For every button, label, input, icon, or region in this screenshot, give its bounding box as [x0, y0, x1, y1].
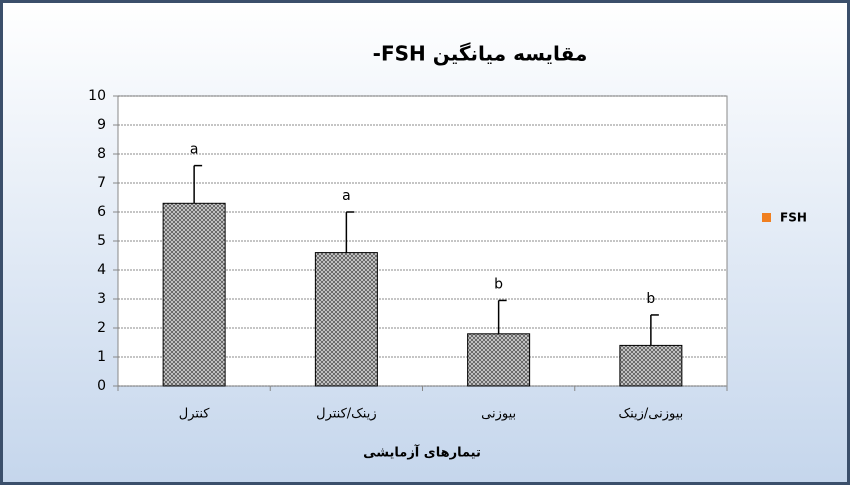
y-tick-label: 6: [97, 204, 106, 220]
y-tick-label: 5: [97, 233, 106, 249]
data-label: b: [494, 276, 503, 292]
y-tick-label: 4: [97, 262, 106, 278]
y-tick-label: 9: [97, 117, 106, 133]
y-tick-label: 1: [97, 349, 106, 365]
data-label: a: [190, 142, 199, 158]
bar: [314, 252, 378, 387]
x-tick-label: کنترل: [179, 407, 210, 422]
bar: [619, 344, 683, 387]
chart-title: مقایسه میانگین FSH-: [373, 42, 588, 66]
y-tick-label: 10: [88, 88, 106, 104]
legend-label: FSH: [780, 211, 807, 225]
data-label: b: [646, 291, 655, 307]
y-tick-label: 2: [97, 320, 106, 336]
bar: [162, 202, 226, 387]
bar: [467, 333, 531, 387]
y-tick-label: 3: [97, 291, 106, 307]
legend-marker: [762, 213, 771, 222]
x-axis-label: تیمارهای آزمایشی: [363, 444, 481, 461]
x-tick-label: زینک/کنترل: [316, 407, 377, 422]
x-tick-label: بیوزنی/زینک: [618, 407, 683, 422]
y-tick-label: 0: [97, 378, 106, 394]
y-tick-label: 8: [97, 146, 106, 162]
x-tick-label: بیوزنی: [481, 407, 516, 422]
y-tick-label: 7: [97, 175, 106, 191]
data-label: a: [342, 188, 351, 204]
